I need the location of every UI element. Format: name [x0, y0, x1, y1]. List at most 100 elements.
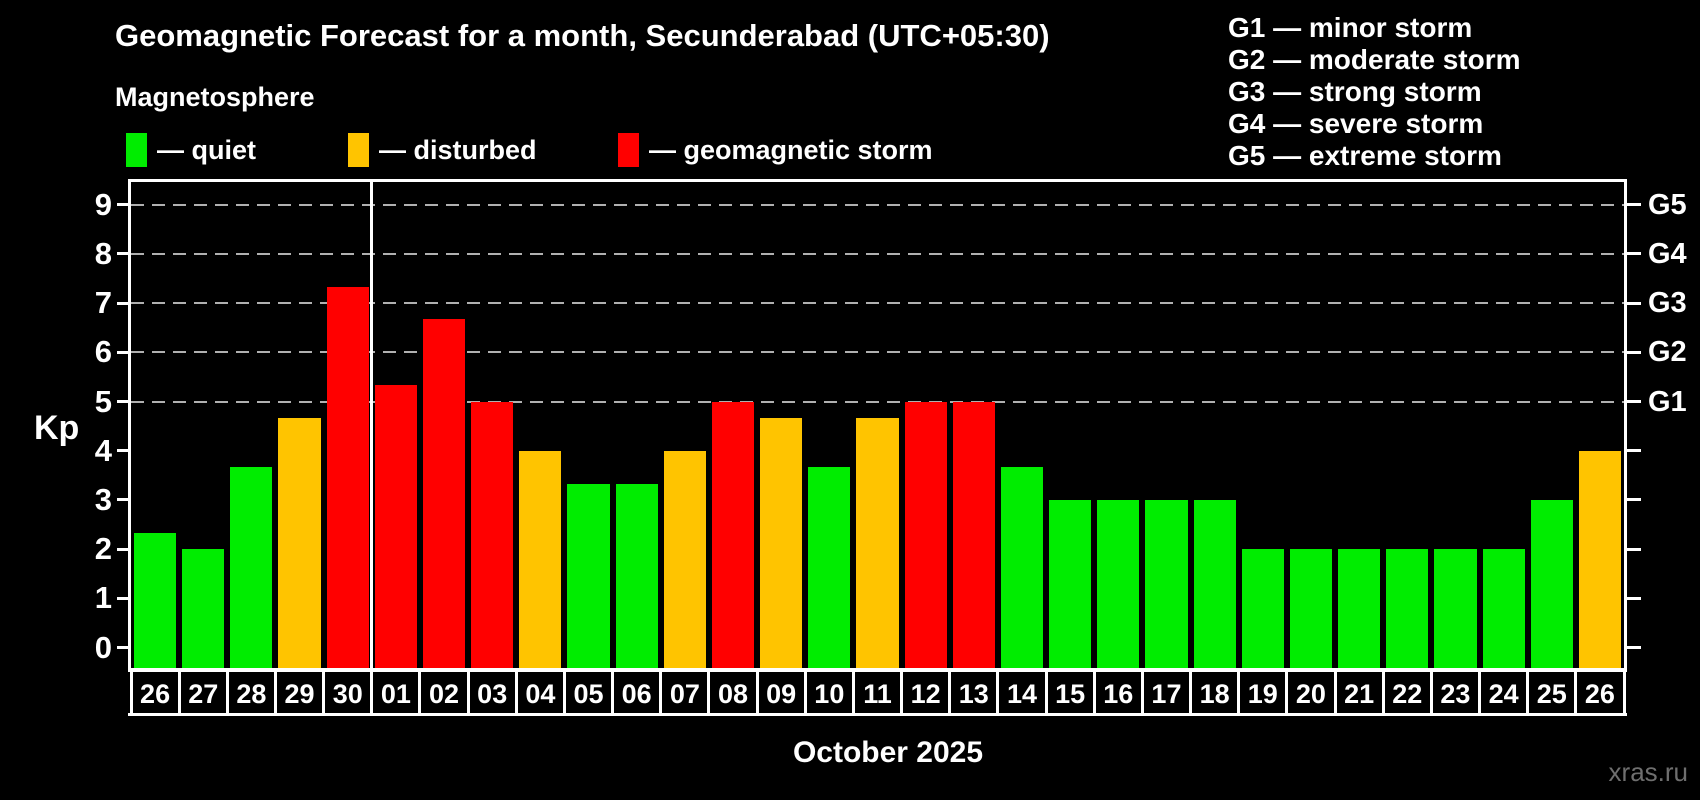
x-axis-title: October 2025 [792, 736, 984, 769]
bar-day-06 [615, 483, 658, 668]
day-strip-separator-14 [803, 669, 807, 716]
y-tick-label-5: 5 [94, 383, 112, 419]
g-scale-item-3: G3 — strong storm [1228, 76, 1482, 107]
bar-day-11 [856, 417, 899, 668]
bar-day-04 [519, 450, 562, 668]
y-tick-right-4 [1627, 449, 1641, 453]
day-strip-separator-8 [514, 669, 518, 716]
day-strip-separator-3 [273, 669, 277, 716]
day-strip-top-line [128, 669, 1627, 672]
y-tick-right-3 [1627, 498, 1641, 502]
day-strip-separator-19 [1044, 669, 1048, 716]
day-label-11-07: 07 [669, 679, 700, 709]
bar-day-30 [326, 286, 369, 668]
day-label-2-28: 28 [236, 679, 267, 709]
y-tick-right-1 [1627, 596, 1641, 600]
y-tick-left-4 [117, 449, 131, 453]
day-label-16-12: 12 [910, 679, 941, 709]
day-strip-separator-26 [1381, 669, 1385, 716]
day-label-25-21: 21 [1344, 679, 1375, 709]
y-tick-right-5 [1627, 400, 1641, 403]
watermark: xras.ru [1608, 757, 1688, 787]
right-axis-label-g4: G4 [1648, 237, 1687, 270]
y-tick-left-3 [117, 498, 131, 502]
day-label-9-05: 05 [573, 679, 604, 709]
legend-label-disturbed: — disturbed [379, 135, 537, 165]
day-label-0-26: 26 [140, 679, 171, 709]
bar-day-19 [1241, 549, 1284, 668]
right-axis-label-g1: G1 [1648, 385, 1687, 418]
gridline-kp-7 [131, 302, 1624, 305]
y-tick-label-2: 2 [94, 531, 112, 567]
gridline-kp-6 [131, 351, 1624, 354]
magnetosphere-label: Magnetosphere [115, 82, 315, 112]
bar-day-23 [1434, 549, 1477, 668]
legend-item-disturbed: — disturbed [348, 133, 537, 167]
day-label-20-16: 16 [1103, 679, 1134, 709]
day-strip-separator-11 [659, 669, 663, 716]
day-strip-separator-7 [466, 669, 470, 716]
bar-day-14 [1000, 466, 1044, 668]
day-label-23-19: 19 [1247, 679, 1278, 709]
bar-day-12 [904, 401, 947, 668]
day-strip-bottom-line [128, 713, 1627, 716]
day-label-26-22: 22 [1392, 679, 1423, 709]
bar-day-03 [471, 401, 514, 668]
y-tick-label-4: 4 [94, 432, 112, 468]
y-tick-left-0 [117, 646, 131, 649]
day-label-1-27: 27 [188, 679, 219, 709]
storm-swatch-icon [618, 133, 639, 167]
y-tick-left-6 [117, 350, 131, 354]
day-strip-separator-30 [1574, 669, 1578, 716]
day-strip-separator-27 [1429, 669, 1433, 716]
day-strip-separator-5 [370, 669, 374, 716]
day-label-13-09: 09 [766, 679, 797, 709]
y-tick-left-9 [117, 203, 131, 207]
day-label-18-14: 14 [1006, 679, 1037, 709]
gridline-kp-8 [131, 252, 1624, 255]
bar-day-26 [1578, 450, 1621, 668]
day-label-29-25: 25 [1536, 679, 1567, 709]
gridline-kp-5 [131, 400, 1624, 403]
y-tick-label-3: 3 [94, 481, 112, 517]
y-tick-left-2 [117, 547, 131, 551]
gridline-kp-9 [131, 203, 1624, 206]
day-strip-separator-0 [129, 669, 133, 716]
g-scale-legend: G1 — minor storm G2 — moderate storm G3 — … [1228, 12, 1521, 172]
day-strip-separator-23 [1237, 669, 1241, 716]
bar-day-20 [1289, 549, 1333, 668]
day-strip-separator-4 [322, 669, 326, 716]
day-label-21-17: 17 [1151, 679, 1182, 709]
bar-day-09 [760, 417, 803, 668]
day-strip-separator-28 [1478, 669, 1482, 716]
day-label-14-10: 10 [814, 679, 845, 709]
bar-day-28 [230, 466, 273, 668]
bar-day-27 [182, 549, 225, 668]
day-label-19-15: 15 [1055, 679, 1086, 709]
day-strip-separator-12 [707, 669, 711, 716]
day-strip-separator-9 [562, 669, 566, 716]
y-tick-label-8: 8 [94, 235, 112, 271]
y-tick-right-9 [1627, 203, 1641, 207]
day-label-30-26: 26 [1584, 679, 1615, 709]
g-scale-item-2: G2 — moderate storm [1228, 44, 1521, 75]
bar-day-17 [1145, 499, 1188, 668]
day-label-15-11: 11 [863, 679, 892, 709]
day-label-5-01: 01 [380, 679, 411, 709]
bar-day-24 [1482, 549, 1525, 668]
y-tick-left-1 [117, 596, 131, 600]
day-strip-separator-21 [1140, 669, 1144, 716]
y-tick-left-7 [117, 301, 131, 305]
g-scale-item-1: G1 — minor storm [1228, 12, 1473, 43]
day-label-28-24: 24 [1488, 679, 1519, 709]
day-strip-separator-22 [1189, 669, 1193, 716]
y-tick-label-9: 9 [94, 186, 112, 222]
bar-day-08 [711, 401, 755, 668]
y-tick-right-2 [1627, 547, 1641, 551]
y-tick-left-5 [117, 400, 131, 403]
chart-title: Geomagnetic Forecast for a month, Secund… [115, 18, 1050, 53]
y-tick-label-0: 0 [94, 629, 112, 665]
day-label-6-02: 02 [429, 679, 460, 709]
day-strip-separator-31 [1622, 669, 1626, 716]
day-strip-separator-2 [225, 669, 229, 716]
